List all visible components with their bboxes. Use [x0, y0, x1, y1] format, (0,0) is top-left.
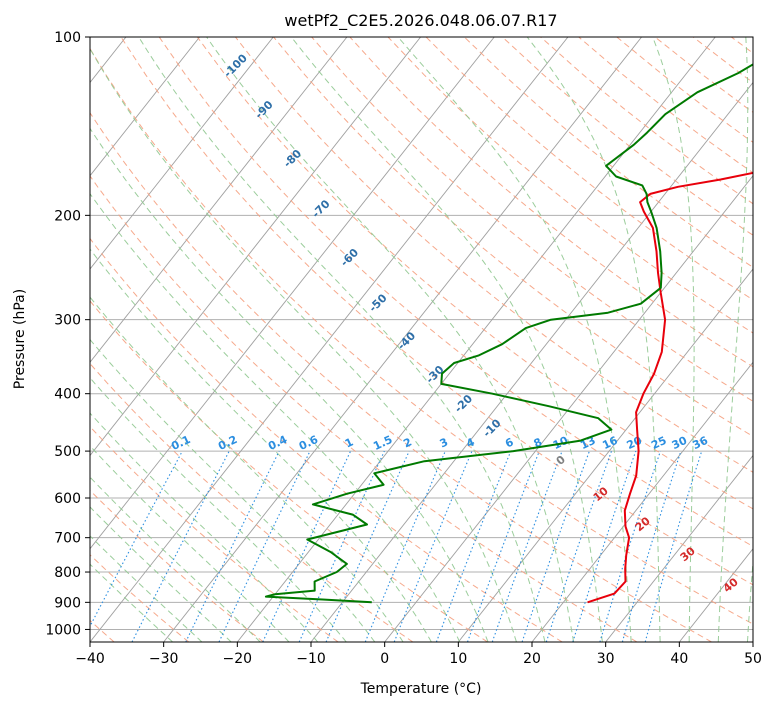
mixing-ratio-line	[90, 450, 183, 628]
moist-adiabat-line	[90, 127, 489, 642]
dry-adiabat-line	[273, 37, 753, 437]
mixing-ratio-label: 20	[625, 434, 645, 452]
axes: −40 −30 −20 −10 0 10 20 30 40 50 100 200 300 400 500 60…	[45, 30, 762, 667]
mixing-ratio-line	[435, 450, 512, 642]
dry-adiabat-line	[90, 362, 414, 642]
moist-adiabat-line	[526, 37, 661, 642]
mixing-ratio-line	[491, 450, 563, 642]
mixing-ratio-line	[466, 450, 540, 642]
moist-adiabat-line	[90, 296, 404, 642]
moist-adiabat-line	[90, 563, 173, 642]
mixing-ratio-label: 30	[670, 434, 690, 452]
mixing-ratio-line	[621, 450, 682, 642]
isotherm-line	[90, 37, 348, 363]
chart-title: wetPf2_C2E5.2026.048.06.07.R17	[284, 11, 557, 31]
moist-adiabat-line	[90, 192, 461, 642]
moist-adiabat-line	[747, 555, 753, 642]
y-tick-label: 900	[54, 595, 81, 611]
isotherm-line	[605, 454, 753, 642]
mixing-ratio-label: 25	[649, 434, 668, 452]
x-tick-label: −20	[223, 651, 253, 667]
mixing-ratio-line	[185, 450, 280, 642]
mixing-ratio-label: 36	[691, 434, 711, 452]
y-tick-label: 700	[54, 531, 81, 547]
moist-adiabat-line	[397, 37, 632, 642]
y-tick-label: 800	[54, 565, 81, 581]
moist-adiabat-line	[90, 248, 432, 642]
x-tick-label: −30	[149, 651, 179, 667]
isotherm-line	[531, 361, 753, 642]
mixing-ratio-line	[644, 450, 703, 642]
mixing-ratio-line	[521, 450, 590, 642]
mixing-ratio-line	[599, 450, 661, 642]
x-tick-label: 50	[744, 651, 762, 667]
mixing-ratio-line	[364, 450, 446, 642]
mixing-ratio-line	[393, 450, 473, 642]
dry-adiabat-line	[90, 554, 190, 642]
dry-adiabat-line	[90, 300, 488, 642]
y-tick-label: 200	[54, 208, 81, 224]
dry-adiabat-line	[120, 37, 753, 586]
x-tick-label: 0	[380, 651, 389, 667]
moist-adiabat-line	[90, 476, 261, 642]
isotherm-line	[163, 37, 642, 642]
y-axis-title: Pressure (hPa)	[12, 289, 28, 389]
profiles	[264, 63, 753, 604]
x-tick-label: −40	[75, 651, 105, 667]
moist-adiabat-line	[90, 47, 517, 642]
x-tick-label: 30	[597, 651, 615, 667]
y-tick-label: 500	[54, 444, 81, 460]
y-tick-label: 300	[54, 313, 81, 329]
isotherm-line	[236, 37, 716, 642]
mixing-ratio-line	[545, 450, 613, 642]
temperature-profile-line	[587, 171, 753, 604]
moist-adiabat-line	[90, 506, 232, 642]
isotherm-line	[90, 37, 495, 550]
dry-adiabat-line	[90, 47, 753, 625]
moist-adiabat-line	[652, 37, 695, 642]
mixing-ratio-line	[572, 450, 637, 642]
y-tick-label: 400	[54, 387, 81, 403]
moist-adiabat-line	[90, 412, 319, 642]
mixing-ratio-label: 13	[578, 434, 597, 452]
x-tick-label: 20	[523, 651, 541, 667]
isotherm-line	[457, 268, 753, 642]
isotherm-line	[90, 37, 569, 642]
dry-adiabat-line	[90, 175, 638, 642]
y-tick-label: 600	[54, 491, 81, 507]
x-tick-label: 40	[670, 651, 688, 667]
x-axis-title: Temperature (°C)	[360, 681, 482, 697]
dry-adiabat-line	[196, 37, 753, 510]
isotherm-line	[384, 175, 753, 642]
dry-adiabat-line	[349, 37, 753, 368]
dry-adiabat-line	[90, 425, 339, 642]
dewpoint-profile-line	[264, 63, 753, 604]
dry-adiabat-line	[311, 37, 753, 402]
moist-adiabat-line	[206, 37, 575, 642]
moist-adiabat-line	[90, 535, 203, 642]
isotherm-line	[90, 37, 421, 457]
mixing-ratio-line	[131, 450, 230, 642]
moist-adiabat-line	[717, 37, 749, 642]
mixing-ratio-line	[325, 450, 410, 642]
x-tick-label: −10	[296, 651, 326, 667]
plot-frame	[89, 36, 754, 643]
dry-adiabat-line	[90, 237, 563, 642]
dry-adiabat-line	[90, 111, 712, 642]
moist-adiabat-line	[138, 37, 546, 642]
isotherm-line	[90, 37, 200, 177]
dry-adiabat-line	[235, 37, 753, 473]
y-tick-label: 1000	[45, 622, 81, 638]
moist-adiabat-line	[90, 445, 290, 642]
mixing-ratio-label: 16	[600, 434, 620, 452]
mixing-ratio-line	[298, 450, 385, 642]
dry-adiabat-line	[158, 37, 753, 547]
x-tick-label: 10	[449, 651, 467, 667]
y-tick-label: 100	[54, 30, 81, 46]
isotherm-line	[90, 37, 274, 270]
background-grid	[90, 37, 753, 642]
